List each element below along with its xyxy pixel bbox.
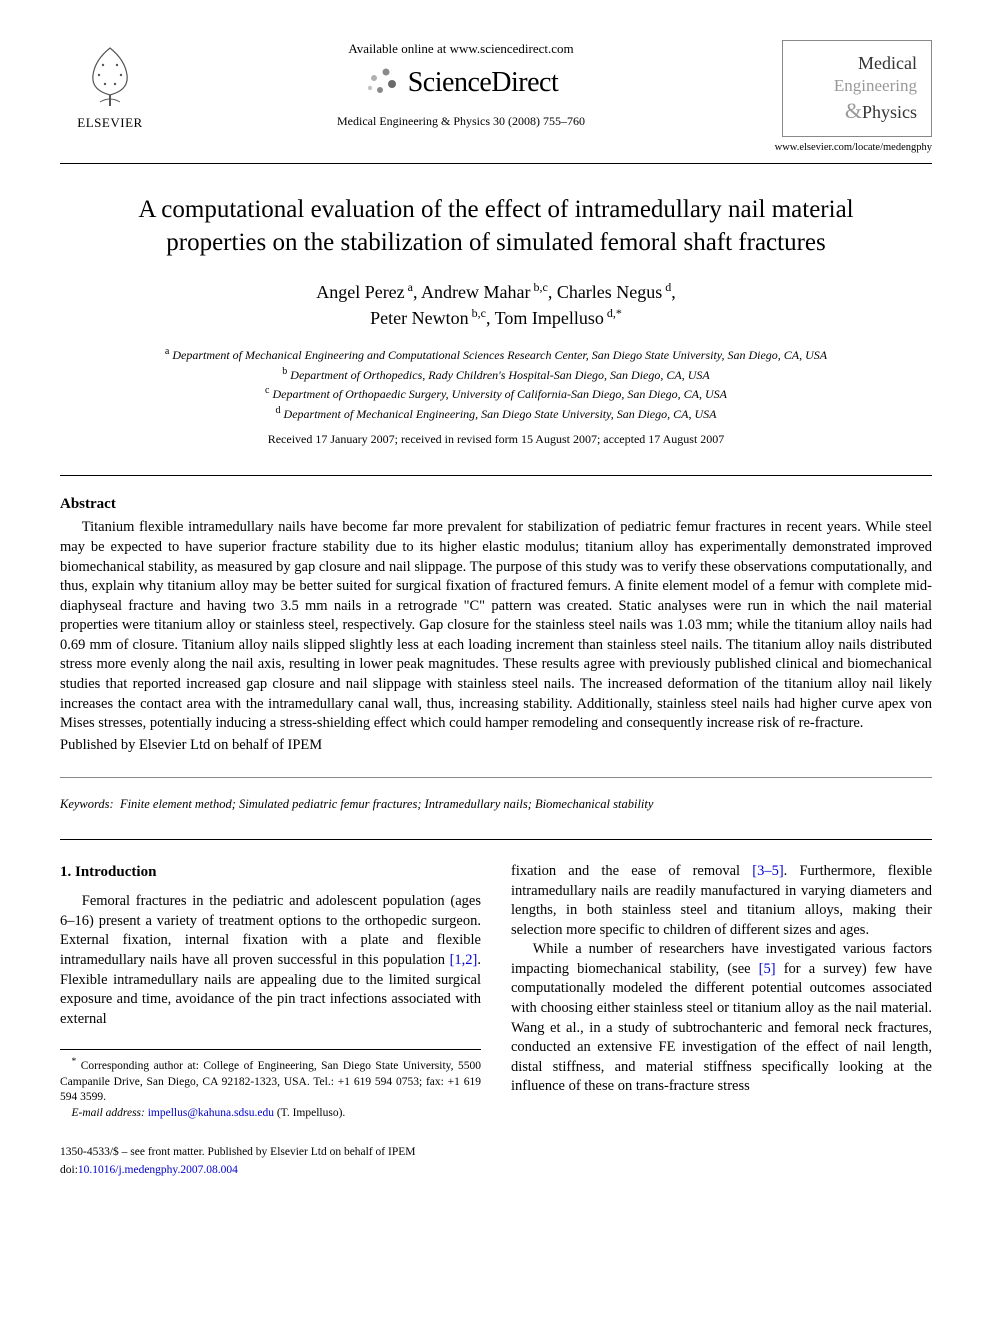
paper-header: ELSEVIER Available online at www.science… xyxy=(60,40,932,164)
abstract-heading: Abstract xyxy=(60,494,932,514)
abstract-section: Abstract Titanium flexible intramedullar… xyxy=(60,494,932,755)
divider-mid xyxy=(60,839,932,840)
keywords-label: Keywords: xyxy=(60,797,114,811)
affiliation-b-text: Department of Orthopedics, Rady Children… xyxy=(290,368,709,382)
journal-logo-amp: & xyxy=(845,98,862,123)
abstract-text: Titanium flexible intramedullary nails h… xyxy=(60,518,932,733)
doi-line: doi:10.1016/j.medengphy.2007.08.004 xyxy=(60,1163,932,1179)
affiliation-c-text: Department of Orthopaedic Surgery, Unive… xyxy=(272,387,727,401)
section-1-heading: 1. Introduction xyxy=(60,862,481,882)
ref-link-5[interactable]: [5] xyxy=(759,961,776,977)
journal-reference: Medical Engineering & Physics 30 (2008) … xyxy=(180,113,742,129)
sciencedirect-text: ScienceDirect xyxy=(408,64,559,102)
author-5-aff: d, xyxy=(604,306,616,320)
published-by-line: Published by Elsevier Ltd on behalf of I… xyxy=(60,736,932,756)
elsevier-tree-icon xyxy=(75,40,145,110)
journal-url: www.elsevier.com/locate/medengphy xyxy=(775,141,932,155)
footnotes-block: * Corresponding author at: College of En… xyxy=(60,1049,481,1121)
publisher-block: ELSEVIER xyxy=(60,40,160,132)
journal-logo-line1: Medical xyxy=(797,51,917,75)
intro-p3-b: for a survey) few have computationally m… xyxy=(511,961,932,1094)
footnote-star: * xyxy=(72,1056,77,1067)
affiliation-b: b Department of Orthopedics, Rady Childr… xyxy=(60,365,932,384)
sciencedirect-logo: ScienceDirect xyxy=(180,64,742,102)
corresponding-marker: * xyxy=(616,306,622,320)
article-dates: Received 17 January 2007; received in re… xyxy=(60,431,932,447)
journal-logo-line3-text: Physics xyxy=(862,102,917,122)
available-online-text: Available online at www.sciencedirect.co… xyxy=(180,40,742,58)
left-column: 1. Introduction Femoral fractures in the… xyxy=(60,862,481,1121)
author-2-aff: b,c xyxy=(530,280,547,294)
ref-link-1-2[interactable]: [1,2] xyxy=(450,952,478,968)
publisher-name: ELSEVIER xyxy=(77,114,142,132)
keywords-text: Finite element method; Simulated pediatr… xyxy=(120,797,653,811)
header-center: Available online at www.sciencedirect.co… xyxy=(160,40,762,130)
doi-link[interactable]: 10.1016/j.medengphy.2007.08.004 xyxy=(78,1164,238,1176)
author-5: Tom Impelluso xyxy=(495,308,604,328)
journal-logo: Medical Engineering &Physics xyxy=(782,40,932,137)
divider-top xyxy=(60,475,932,476)
ref-link-3-5[interactable]: [3–5] xyxy=(752,863,783,879)
intro-para-3: While a number of researchers have inves… xyxy=(511,940,932,1097)
intro-p2-a: fixation and the ease of removal xyxy=(511,863,752,879)
journal-logo-line2: Engineering xyxy=(797,75,917,98)
journal-brand-block: Medical Engineering &Physics www.elsevie… xyxy=(762,40,932,155)
affiliation-d-text: Department of Mechanical Engineering, Sa… xyxy=(284,407,717,421)
journal-logo-line3: &Physics xyxy=(797,96,917,126)
front-matter-line: 1350-4533/$ – see front matter. Publishe… xyxy=(60,1145,932,1161)
author-3: Charles Negus xyxy=(557,282,662,302)
article-title: A computational evaluation of the effect… xyxy=(100,194,892,259)
author-4: Peter Newton xyxy=(370,308,468,328)
affiliation-a: a Department of Mechanical Engineering a… xyxy=(60,345,932,364)
email-label: E-mail address: xyxy=(72,1107,145,1119)
author-3-aff: d xyxy=(662,280,671,294)
authors-block: Angel Perez a, Andrew Mahar b,c, Charles… xyxy=(60,279,932,331)
affiliation-c: c Department of Orthopaedic Surgery, Uni… xyxy=(60,384,932,403)
affiliations-block: a Department of Mechanical Engineering a… xyxy=(60,345,932,423)
intro-p1-a: Femoral fractures in the pediatric and a… xyxy=(60,893,481,968)
journal-logo-line2-text: Engineering xyxy=(834,76,917,95)
corresponding-footnote-text: Corresponding author at: College of Engi… xyxy=(60,1060,481,1103)
intro-para-2: fixation and the ease of removal [3–5]. … xyxy=(511,862,932,940)
right-column: fixation and the ease of removal [3–5]. … xyxy=(511,862,932,1121)
intro-para-1: Femoral fractures in the pediatric and a… xyxy=(60,892,481,1029)
email-footnote: E-mail address: impellus@kahuna.sdsu.edu… xyxy=(60,1106,481,1122)
doi-label: doi: xyxy=(60,1164,78,1176)
corresponding-footnote: * Corresponding author at: College of En… xyxy=(60,1056,481,1105)
author-1-aff: a xyxy=(405,280,413,294)
body-columns: 1. Introduction Femoral fractures in the… xyxy=(60,862,932,1121)
author-2: Andrew Mahar xyxy=(421,282,530,302)
keywords-block: Keywords: Finite element method; Simulat… xyxy=(60,777,932,813)
author-1: Angel Perez xyxy=(316,282,404,302)
email-link[interactable]: impellus@kahuna.sdsu.edu xyxy=(148,1107,274,1119)
affiliation-a-text: Department of Mechanical Engineering and… xyxy=(172,348,827,362)
email-suffix: (T. Impelluso). xyxy=(274,1107,345,1119)
affiliation-d: d Department of Mechanical Engineering, … xyxy=(60,404,932,423)
abstract-body: Titanium flexible intramedullary nails h… xyxy=(60,518,932,733)
author-4-aff: b,c xyxy=(469,306,486,320)
sciencedirect-swirl-icon xyxy=(364,64,400,100)
